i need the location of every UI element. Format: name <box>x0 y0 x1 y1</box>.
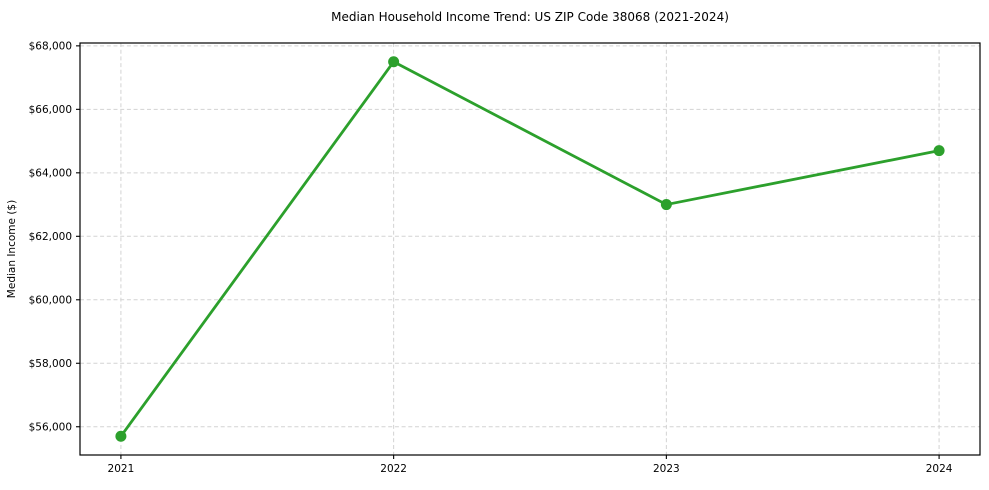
plot-border <box>79 42 981 456</box>
y-tick-label: $64,000 <box>29 167 72 179</box>
x-tick-label: 2023 <box>653 463 680 475</box>
data-series <box>115 56 945 442</box>
data-point-marker <box>388 56 400 68</box>
data-point-marker <box>115 430 127 442</box>
axis-ticks: 2021 2022 2023 2024 $56,000 $58,000 $60,000 $62… <box>29 40 953 475</box>
y-axis-label: Median Income ($) <box>6 200 18 298</box>
trend-line <box>119 60 941 438</box>
data-point-marker <box>933 145 945 157</box>
y-tick-label: $60,000 <box>29 294 72 306</box>
y-tick-label: $62,000 <box>29 231 72 243</box>
x-tick-label: 2021 <box>108 463 135 475</box>
chart-title: Median Household Income Trend: US ZIP Co… <box>331 10 729 24</box>
y-tick-label: $56,000 <box>29 421 72 433</box>
x-tick-label: 2022 <box>380 463 407 475</box>
x-tick-label: 2024 <box>926 463 953 475</box>
y-tick-label: $66,000 <box>29 104 72 116</box>
y-tick-label: $68,000 <box>29 40 72 52</box>
y-tick-label: $58,000 <box>29 358 72 370</box>
gridlines <box>80 43 980 455</box>
data-point-marker <box>660 199 672 211</box>
